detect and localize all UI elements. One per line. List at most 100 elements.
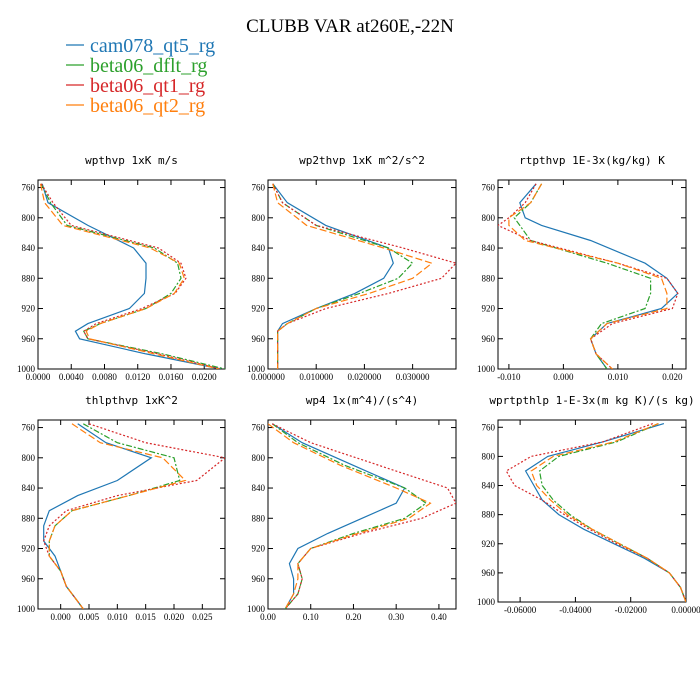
panel-6: wprtpthlp 1-E-3x(m kg K)/(s kg) 760 800 840… bbox=[477, 394, 700, 615]
series-line-beta06_qt2_rg bbox=[268, 423, 432, 609]
panel-title: wpthvp 1xK m/s bbox=[85, 154, 178, 167]
series-line-beta06_dflt_rg bbox=[48, 423, 181, 609]
plot-frame bbox=[497, 419, 687, 603]
plot-frame bbox=[497, 179, 687, 370]
y-tick-label: 800 bbox=[22, 213, 36, 223]
y-tick-label: 920 bbox=[482, 539, 496, 549]
x-tick-label: 0.0080 bbox=[92, 372, 117, 382]
y-tick-label: 840 bbox=[482, 481, 496, 491]
y-tick-label: 800 bbox=[482, 451, 496, 461]
panel-title: wp2thvp 1xK m^2/s^2 bbox=[299, 154, 425, 167]
y-tick-label: 920 bbox=[22, 304, 36, 314]
y-tick-label: 920 bbox=[482, 304, 496, 314]
series-line-cam078_qt5_rg bbox=[519, 183, 679, 369]
y-tick-label: 760 bbox=[252, 183, 266, 193]
x-tick-label: 0.020 bbox=[662, 372, 683, 382]
y-tick-label: 760 bbox=[482, 183, 496, 193]
y-tick-label: 840 bbox=[252, 483, 266, 493]
series-line-cam078_qt5_rg bbox=[272, 183, 394, 369]
x-tick-label: 0.000 bbox=[553, 372, 574, 382]
y-tick-label: 840 bbox=[22, 243, 36, 253]
series-line-beta06_dflt_rg bbox=[272, 183, 414, 369]
series-line-beta06_dflt_rg bbox=[513, 183, 652, 369]
y-tick-label: 800 bbox=[482, 213, 496, 223]
legend-label-cam078_qt5_rg: cam078_qt5_rg bbox=[90, 35, 215, 57]
y-tick-label: 960 bbox=[22, 574, 36, 584]
x-tick-label: 0.020000 bbox=[348, 372, 382, 382]
x-tick-label: 0.015 bbox=[136, 612, 157, 622]
legend-label-beta06_qt2_rg: beta06_qt2_rg bbox=[90, 95, 205, 117]
panel-title: thlpthvp 1xK^2 bbox=[85, 394, 178, 407]
y-tick-label: 880 bbox=[252, 513, 266, 523]
panel-title: rtpthvp 1E-3x(kg/kg) K bbox=[519, 154, 665, 167]
series-line-beta06_qt2_rg bbox=[508, 183, 668, 369]
y-tick-label: 760 bbox=[22, 423, 36, 433]
y-tick-label: 840 bbox=[252, 243, 266, 253]
y-tick-label: 1000 bbox=[17, 604, 36, 614]
y-tick-label: 880 bbox=[22, 273, 36, 283]
x-tick-label: 0.0000 bbox=[26, 372, 51, 382]
x-tick-label: 0.010 bbox=[608, 372, 629, 382]
panel-4: thlpthvp 1xK^2 760 800 840 880 920 960 1000 0.00… bbox=[17, 394, 226, 622]
y-tick-label: 960 bbox=[482, 568, 496, 578]
y-tick-label: 960 bbox=[252, 574, 266, 584]
series-line-beta06_qt1_rg bbox=[498, 183, 679, 369]
y-tick-label: 760 bbox=[22, 183, 36, 193]
series-line-cam078_qt5_rg bbox=[271, 423, 406, 609]
x-tick-label: 0.030000 bbox=[396, 372, 430, 382]
panel-2: wp2thvp 1xK m^2/s^2 760 800 840 880 920 960 100… bbox=[247, 154, 457, 382]
x-tick-label: 0.20 bbox=[346, 612, 362, 622]
x-tick-label: 0.40 bbox=[431, 612, 447, 622]
x-tick-label: 0.00000 bbox=[671, 605, 700, 615]
x-tick-label: 0.010000 bbox=[299, 372, 333, 382]
x-tick-label: 0.005 bbox=[79, 612, 100, 622]
plot-frame bbox=[267, 419, 457, 610]
series-line-beta06_qt2_rg bbox=[48, 423, 187, 609]
x-tick-label: 0.0120 bbox=[125, 372, 150, 382]
plot-frame bbox=[37, 419, 226, 610]
y-tick-label: 800 bbox=[252, 213, 266, 223]
y-tick-label: 960 bbox=[22, 334, 36, 344]
x-tick-label: 0.0160 bbox=[159, 372, 184, 382]
panel-title: wprtpthlp 1-E-3x(m kg K)/(s kg) bbox=[489, 394, 694, 407]
x-tick-label: 0.30 bbox=[388, 612, 404, 622]
y-tick-label: 920 bbox=[252, 544, 266, 554]
y-tick-label: 960 bbox=[252, 334, 266, 344]
x-tick-label: 0.000 bbox=[51, 612, 72, 622]
panel-title: wp4 1x(m^4)/(s^4) bbox=[306, 394, 419, 407]
series-line-beta06_qt1_rg bbox=[272, 423, 456, 609]
series-line-beta06_qt1_rg bbox=[272, 183, 456, 369]
y-tick-label: 800 bbox=[252, 453, 266, 463]
x-tick-label: -0.04000 bbox=[559, 605, 592, 615]
y-tick-label: 1000 bbox=[247, 364, 266, 374]
panel-3: rtpthvp 1E-3x(kg/kg) K 760 800 840 880 920 960… bbox=[477, 154, 687, 382]
series-line-beta06_qt2_rg bbox=[530, 423, 686, 602]
y-tick-label: 840 bbox=[22, 483, 36, 493]
x-tick-label: 0.00 bbox=[260, 612, 276, 622]
x-tick-label: 0.025 bbox=[192, 612, 213, 622]
series-line-cam078_qt5_rg bbox=[41, 183, 221, 369]
plot-frame bbox=[267, 179, 457, 370]
y-tick-label: 800 bbox=[22, 453, 36, 463]
series-line-beta06_qt1_rg bbox=[40, 183, 221, 369]
series-line-beta06_qt2_rg bbox=[39, 183, 220, 369]
plot-frame bbox=[37, 179, 226, 370]
panel-grid: wpthvp 1xK m/s76080084088092096010000.00… bbox=[17, 154, 700, 622]
series-line-beta06_qt1_rg bbox=[505, 423, 686, 602]
legend-label-beta06_dflt_rg: beta06_dflt_rg bbox=[90, 55, 207, 77]
y-tick-label: 1000 bbox=[247, 604, 266, 614]
y-tick-label: 920 bbox=[252, 304, 266, 314]
y-tick-label: 760 bbox=[482, 422, 496, 432]
y-tick-label: 760 bbox=[252, 423, 266, 433]
x-tick-label: 0.000000 bbox=[251, 372, 285, 382]
x-tick-label: 0.0040 bbox=[59, 372, 84, 382]
legend: cam078_qt5_rgbeta06_dflt_rgbeta06_qt1_rg… bbox=[66, 35, 215, 117]
series-line-beta06_dflt_rg bbox=[40, 183, 225, 369]
y-tick-label: 840 bbox=[482, 243, 496, 253]
x-tick-label: -0.010 bbox=[497, 372, 521, 382]
x-tick-label: -0.02000 bbox=[615, 605, 648, 615]
series-line-cam078_qt5_rg bbox=[524, 423, 686, 602]
x-tick-label: 0.010 bbox=[107, 612, 128, 622]
y-tick-label: 1000 bbox=[477, 364, 496, 374]
